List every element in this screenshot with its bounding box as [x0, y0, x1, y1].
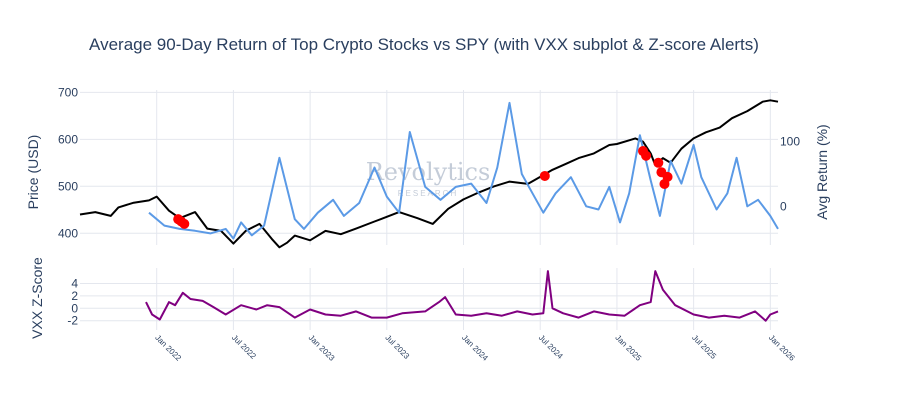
z-score-alert-marker: [539, 170, 550, 181]
y-tick-label: 400: [58, 226, 78, 240]
avg-return-line: [148, 101, 779, 240]
x-tick-label: Jan 2024: [460, 333, 490, 363]
vxx-zscore-line: [145, 270, 779, 322]
z-score-alert-marker: [653, 157, 664, 168]
chart-title: Average 90-Day Return of Top Crypto Stoc…: [89, 35, 759, 54]
watermark-brand: Revolytics: [366, 158, 491, 186]
y-axis-title: Price (USD): [25, 135, 41, 210]
bottom-y-tick-label: 2: [71, 289, 78, 303]
x-tick-label: Jul 2025: [690, 333, 718, 361]
x-tick-label: Jul 2023: [383, 333, 411, 361]
watermark-sub: RESEARCH: [398, 189, 458, 198]
x-tick-label: Jan 2026: [767, 333, 797, 363]
z-score-alert-marker: [662, 171, 673, 182]
x-tick-label: Jan 2025: [614, 333, 644, 363]
y2-axis-title: Avg Return (%): [814, 124, 830, 219]
bottom-panel: -2024 VXX Z-Score Jan 2022 Jul 2022 Jan 20…: [29, 257, 797, 363]
bottom-y-tick-label: 0: [71, 301, 78, 315]
z-score-alert-marker: [641, 150, 652, 161]
y-tick-label: 600: [58, 132, 78, 146]
x-tick-label: Jul 2022: [230, 333, 258, 361]
y2-tick-label: 100: [780, 135, 800, 149]
x-tick-label: Jul 2024: [537, 333, 565, 361]
bottom-y-tick-label: -2: [67, 314, 78, 328]
z-score-alert-marker: [179, 218, 190, 229]
y-tick-label: 500: [58, 179, 78, 193]
x-tick-label: Jan 2022: [153, 333, 183, 363]
y-tick-label: 700: [58, 85, 78, 99]
spy-price-line: [79, 99, 779, 249]
y2-tick-label: 0: [780, 199, 787, 213]
top-panel: Revolytics RESEARCH 400 500 600 700 0 100 Pr…: [25, 85, 830, 249]
bottom-y-tick-label: 4: [71, 277, 78, 291]
bottom-y-axis-title: VXX Z-Score: [29, 257, 45, 339]
x-tick-label: Jan 2023: [307, 333, 337, 363]
watermark: Revolytics RESEARCH: [366, 158, 491, 198]
